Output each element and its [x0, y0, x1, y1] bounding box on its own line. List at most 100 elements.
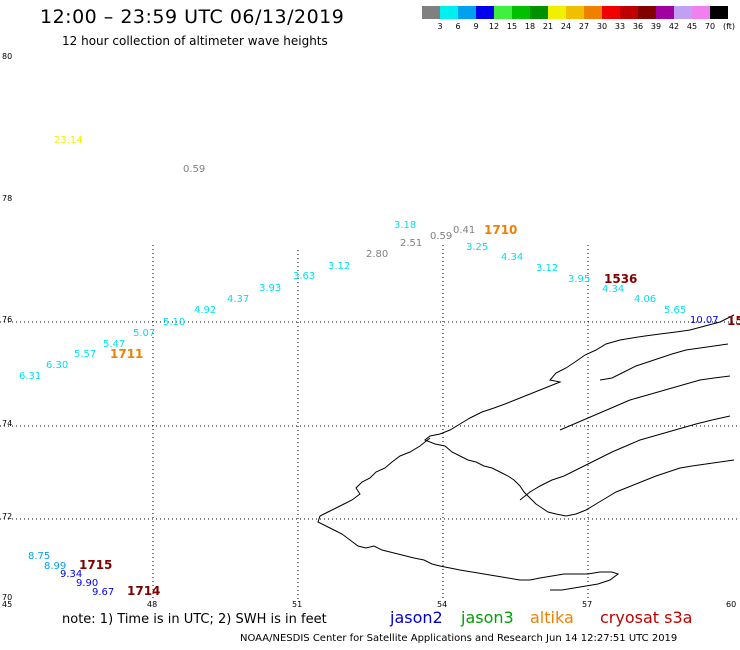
wave-height-label: 5.10 [163, 317, 186, 328]
legend-label: 3 [437, 22, 443, 31]
wave-height-label: 8.99 [44, 561, 67, 572]
pass-time-label: 1714 [127, 584, 161, 598]
wave-height-label: 3.12 [328, 261, 351, 272]
x-tick-label: 57 [582, 600, 593, 609]
legend-label: 42 [668, 22, 680, 31]
x-tick-label: 48 [147, 600, 158, 609]
satellite-jason3: jason3 [461, 608, 514, 627]
legend-label: 21 [542, 22, 554, 31]
y-tick-label: 74 [2, 419, 13, 428]
legend-swatch [602, 6, 620, 19]
page-title: 12:00 – 23:59 UTC 06/13/2019 [40, 6, 345, 28]
wave-height-label: 4.92 [194, 305, 217, 316]
legend-swatch [422, 6, 440, 19]
satellite-cryosat-s3a: cryosat s3a [600, 608, 693, 627]
legend-label: 24 [560, 22, 572, 31]
wave-height-label: 0.59 [430, 231, 453, 242]
satellite-jason2: jason2 [390, 608, 443, 627]
y-tick-label: 80 [2, 52, 13, 61]
legend-label: 6 [455, 22, 461, 31]
wave-height-label: 0.41 [453, 225, 476, 236]
legend-swatch [566, 6, 584, 19]
footer-credit: NOAA/NESDIS Center for Satellite Applica… [240, 633, 678, 644]
wave-height-label: 6.31 [19, 371, 42, 382]
page-subtitle: 12 hour collection of altimeter wave hei… [62, 34, 328, 48]
wave-height-label: 9.90 [76, 578, 99, 589]
legend-unit: (ft) [722, 22, 736, 31]
legend-swatch [530, 6, 548, 19]
legend-swatch [584, 6, 602, 19]
wave-height-label: 23.14 [54, 135, 83, 146]
legend-swatch [656, 6, 674, 19]
coastline-south-island [317, 437, 620, 591]
legend-swatch [458, 6, 476, 19]
legend-swatch [638, 6, 656, 19]
wave-height-label: 4.06 [634, 294, 657, 305]
wave-height-label: 3.95 [568, 274, 591, 285]
legend-swatch [674, 6, 692, 19]
wave-height-label: 5.47 [103, 339, 126, 350]
note-text: note: 1) Time is in UTC; 2) SWH is in fe… [62, 612, 327, 627]
wave-height-label: 5.07 [133, 328, 156, 339]
legend-swatch [620, 6, 638, 19]
legend-swatch [440, 6, 458, 19]
wave-height-label: 5.65 [664, 305, 687, 316]
satellite-altika: altika [530, 608, 574, 627]
coastline-north-island [424, 314, 735, 517]
wave-height-label: 4.37 [227, 294, 250, 305]
pass-time-label: 1710 [484, 223, 518, 237]
wave-height-label: 2.80 [366, 249, 389, 260]
legend-label: 12 [488, 22, 500, 31]
x-tick-label: 54 [437, 600, 448, 609]
wave-height-label: 2.51 [400, 238, 423, 249]
legend-swatch [494, 6, 512, 19]
wave-height-label: 9.34 [60, 569, 83, 580]
legend-label: 30 [596, 22, 608, 31]
wave-height-label: 9.67 [92, 587, 115, 598]
pass-time-label: 1715 [79, 558, 113, 572]
wave-height-label: 0.59 [183, 164, 206, 175]
wave-height-label: 3.63 [293, 271, 316, 282]
color-legend [422, 6, 728, 19]
wave-height-label: 8.75 [28, 551, 51, 562]
legend-label: 18 [524, 22, 536, 31]
wave-height-label: 5.57 [74, 349, 97, 360]
legend-label: 15 [506, 22, 518, 31]
coastline [317, 314, 735, 591]
x-tick-label: 60 [726, 600, 737, 609]
legend-label: 27 [578, 22, 590, 31]
wave-height-label: 3.93 [259, 283, 282, 294]
legend-swatch [710, 6, 728, 19]
legend-label: 33 [614, 22, 626, 31]
legend-swatch [548, 6, 566, 19]
coastline-strait [519, 415, 731, 501]
wave-height-label: 3.18 [394, 220, 417, 231]
wave-height-label: 4.34 [602, 284, 625, 295]
x-tick-label: 51 [292, 600, 303, 609]
y-tick-label: 70 [2, 593, 13, 602]
y-tick-label: 78 [2, 194, 13, 203]
wave-height-label: 3.12 [536, 263, 559, 274]
coastline-east-edge [559, 375, 731, 431]
legend-label: 70 [704, 22, 716, 31]
pass-time-label: 15 [727, 314, 740, 328]
y-tick-label: 72 [2, 512, 13, 521]
y-tick-label: 76 [2, 315, 13, 324]
legend-label: 45 [686, 22, 698, 31]
wave-height-label: 10.07 [690, 315, 719, 326]
wave-height-label: 3.25 [466, 242, 489, 253]
legend-label: 36 [632, 22, 644, 31]
pass-time-label: 1536 [604, 272, 638, 286]
graticule [0, 245, 740, 600]
coastline-inner-fjords [599, 343, 729, 381]
legend-swatch [476, 6, 494, 19]
pass-time-label: 1711 [110, 347, 144, 361]
wave-height-label: 4.34 [501, 252, 524, 263]
wave-height-label: 6.30 [46, 360, 69, 371]
legend-swatch [512, 6, 530, 19]
legend-label: 39 [650, 22, 662, 31]
x-tick-label: 45 [2, 600, 13, 609]
legend-swatch [692, 6, 710, 19]
legend-label: 9 [473, 22, 479, 31]
